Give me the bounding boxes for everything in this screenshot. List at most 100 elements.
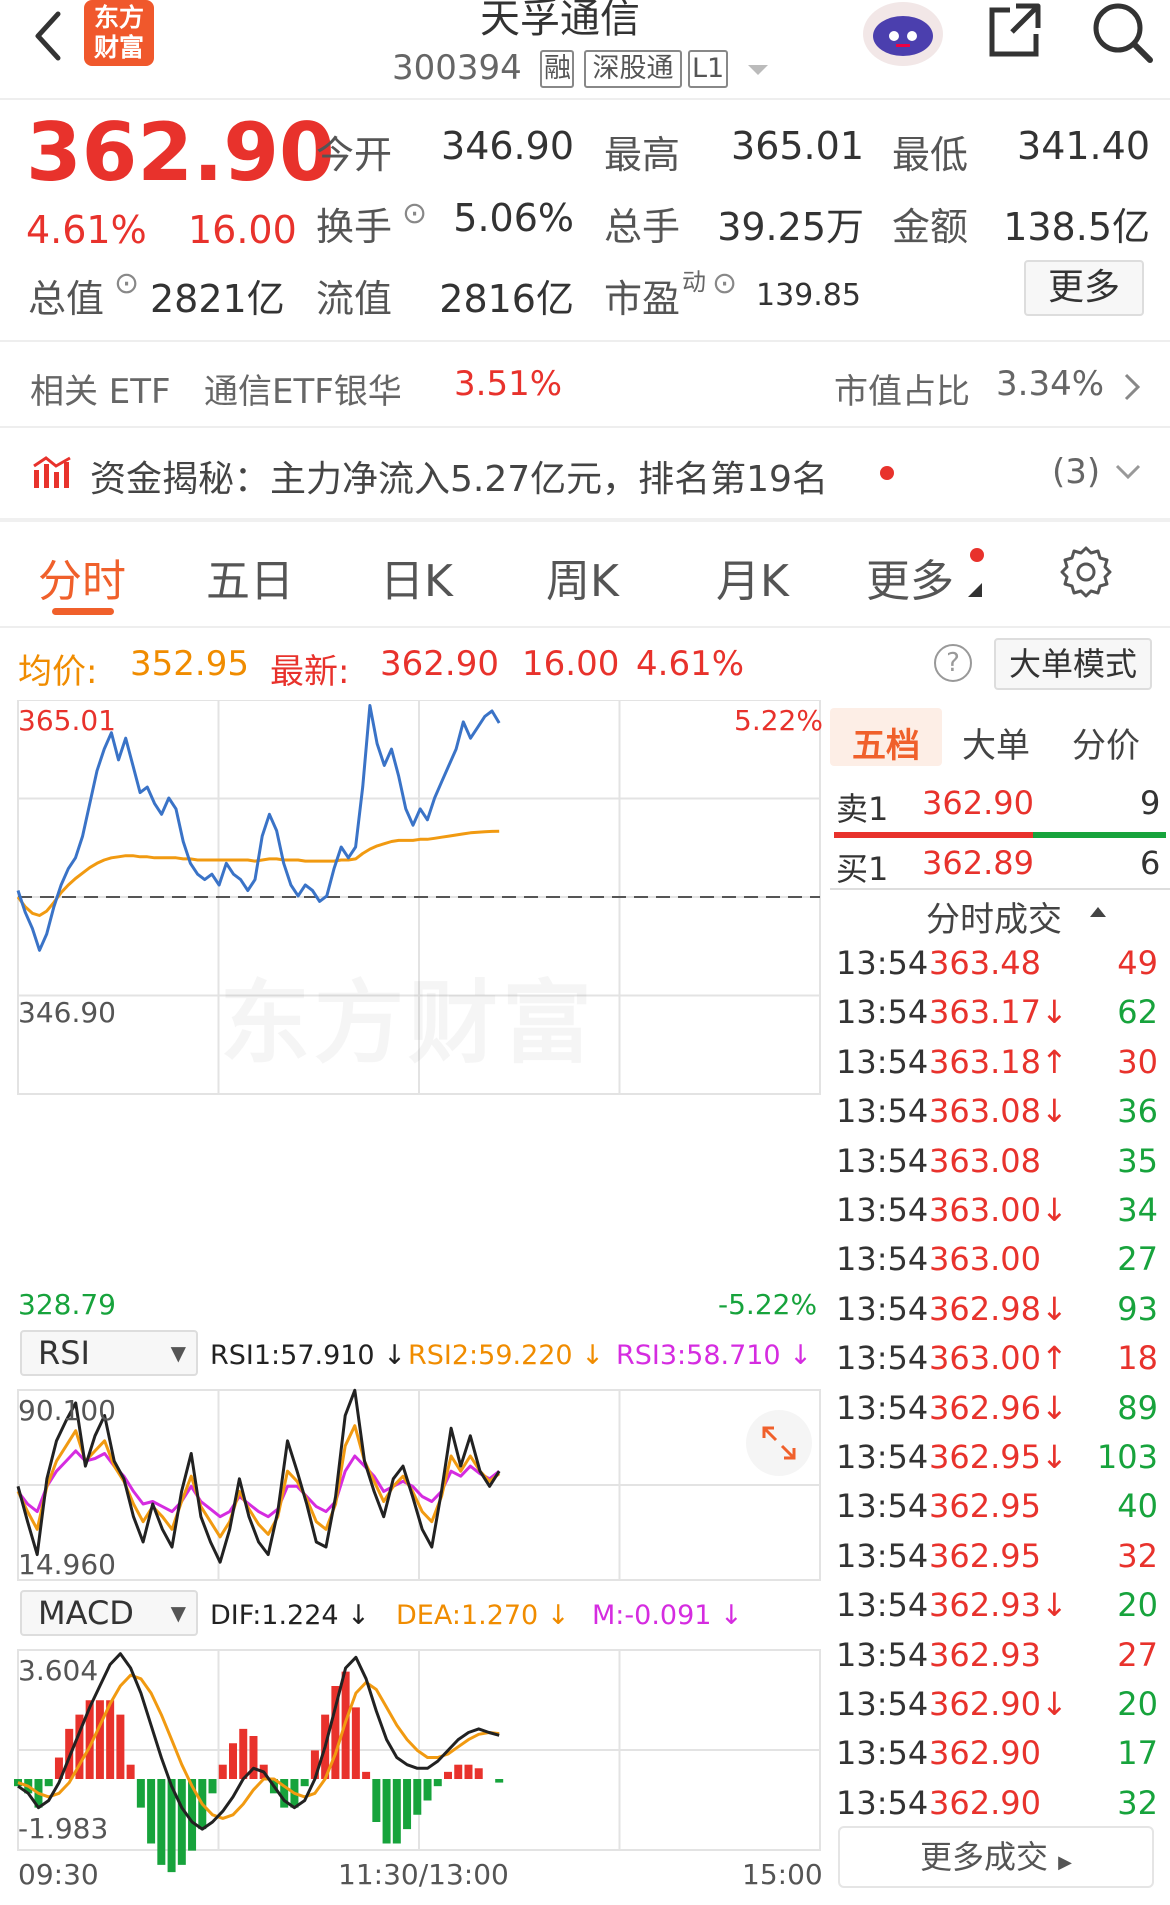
help-icon[interactable]: ? <box>934 644 972 682</box>
trade-time: 13:54 <box>836 1685 929 1723</box>
macd-max-label: 3.604 <box>18 1654 99 1687</box>
divider <box>0 340 1170 342</box>
latest-change: 16.00 <box>522 644 620 684</box>
change-pct: 4.61% <box>26 208 147 252</box>
trade-time: 13:54 <box>836 1438 929 1476</box>
open-value: 346.90 <box>441 124 574 168</box>
time-label-close: 15:00 <box>742 1858 823 1891</box>
more-trades-button[interactable]: 更多成交 ▶ <box>838 1826 1154 1888</box>
total-cap-value: 2821亿 <box>150 277 285 321</box>
trade-volume: 49 <box>1117 944 1158 982</box>
info-icon[interactable]: ⊙ <box>114 266 140 301</box>
robot-avatar-icon[interactable] <box>858 0 948 72</box>
pe-value: 139.85 <box>756 278 861 313</box>
trade-row: 13:54 363.17↓ 62 <box>836 993 1166 1042</box>
divider <box>830 888 1170 890</box>
trade-price: 362.96↓ <box>929 1388 1068 1427</box>
chevron-down-icon[interactable] <box>1114 462 1142 486</box>
dea-line <box>17 1673 500 1820</box>
trade-volume: 103 <box>1096 1438 1158 1476</box>
tab-intraday[interactable]: 分时 <box>38 556 126 607</box>
more-button[interactable]: 更多 <box>1024 260 1144 316</box>
trade-time: 13:54 <box>836 1092 929 1131</box>
trade-time: 13:54 <box>836 1783 929 1822</box>
bid-label: 买1 <box>836 850 889 888</box>
trade-time: 13:54 <box>836 993 929 1032</box>
trade-volume: 62 <box>1117 993 1158 1032</box>
amount-value: 138.5亿 <box>1003 205 1150 249</box>
dropdown-icon[interactable] <box>746 62 770 81</box>
trade-row: 13:54 362.98↓ 93 <box>836 1290 1166 1339</box>
macd-selector[interactable]: MACD ▼ <box>20 1590 198 1636</box>
app-logo: 东方 财富 <box>84 0 154 66</box>
trade-price: 362.95↓ <box>929 1438 1068 1476</box>
info-icon[interactable]: ⊙ <box>712 266 738 301</box>
trade-volume: 32 <box>1117 1536 1158 1575</box>
float-cap-value: 2816亿 <box>439 277 574 321</box>
tab-weekly-k[interactable]: 周K <box>546 556 619 607</box>
trade-volume: 93 <box>1117 1289 1158 1328</box>
tag-connect: 深股通 <box>584 50 682 88</box>
trade-row: 13:54 362.90↓ 20 <box>836 1685 1166 1734</box>
trade-volume: 27 <box>1117 1240 1158 1279</box>
back-icon[interactable] <box>28 8 68 64</box>
trade-time: 13:54 <box>836 1487 929 1526</box>
share-icon[interactable] <box>984 0 1044 60</box>
trade-price: 362.95 <box>929 1487 1041 1526</box>
rsi-max-label: 90.100 <box>18 1394 116 1427</box>
trade-time: 13:54 <box>836 1339 929 1378</box>
macd-min-label: -1.983 <box>18 1812 109 1845</box>
change-value: 16.00 <box>188 208 297 252</box>
intraday-charts[interactable] <box>0 699 830 1900</box>
trade-volume: 18 <box>1117 1339 1158 1378</box>
macd-selector-label: MACD <box>38 1594 134 1632</box>
logo-text-top: 东方 <box>93 3 144 32</box>
tab-monthly-k[interactable]: 月K <box>716 556 789 607</box>
chevron-right-icon[interactable] <box>1122 372 1142 406</box>
book-tab-level5[interactable]: 五档 <box>852 726 920 766</box>
tab-daily-k[interactable]: 日K <box>380 556 453 607</box>
book-tab-price-dist[interactable]: 分价 <box>1072 726 1140 766</box>
trade-volume: 36 <box>1117 1092 1158 1131</box>
chart-area[interactable] <box>0 699 830 1900</box>
book-tab-large-order[interactable]: 大单 <box>962 726 1030 766</box>
fund-flow-count: (3) <box>1052 452 1101 492</box>
trade-price: 362.90↓ <box>929 1685 1068 1723</box>
notification-dot <box>880 466 894 480</box>
trade-row: 13:54 363.00↓ 34 <box>836 1191 1166 1240</box>
ask-volume: 9 <box>1140 784 1161 822</box>
settings-gear-icon[interactable] <box>1060 546 1112 602</box>
rsi1-line <box>16 1388 501 1564</box>
bid-price: 362.89 <box>922 844 1034 882</box>
trade-volume: 17 <box>1117 1734 1158 1773</box>
rsi-min-label: 14.960 <box>18 1548 116 1581</box>
dea-value: DEA:1.270 ↓ <box>396 1600 570 1631</box>
price-line <box>16 704 501 952</box>
large-order-mode-button[interactable]: 大单模式 <box>994 638 1152 690</box>
trade-row: 13:54 362.95↓ 103 <box>836 1438 1166 1487</box>
fund-flow-text[interactable]: 资金揭秘：主力净流入5.27亿元，排名第19名 <box>90 459 828 500</box>
caret-right-icon: ▶ <box>1058 1852 1073 1873</box>
trade-volume: 35 <box>1117 1141 1158 1180</box>
trade-row: 13:54 363.08↓ 36 <box>836 1092 1166 1141</box>
high-label: 最高 <box>604 133 681 177</box>
ratio-bar <box>834 832 1166 838</box>
expand-icon[interactable] <box>746 1410 812 1476</box>
trade-price: 363.08↓ <box>929 1092 1068 1131</box>
trade-volume: 32 <box>1117 1783 1158 1822</box>
pe-superscript: 动 <box>682 268 706 296</box>
tab-five-day[interactable]: 五日 <box>206 556 294 607</box>
etf-name[interactable]: 通信ETF银华 <box>204 372 402 412</box>
pe-label: 市盈 <box>604 277 681 321</box>
latest-value: 362.90 <box>380 644 499 684</box>
trade-volume: 40 <box>1117 1487 1158 1526</box>
search-icon[interactable] <box>1090 0 1154 64</box>
tab-more[interactable]: 更多 <box>866 556 954 607</box>
low-label: 最低 <box>892 133 969 177</box>
trade-time: 13:54 <box>836 1536 929 1575</box>
rsi-selector[interactable]: RSI ▼ <box>20 1330 198 1376</box>
trade-price: 362.98↓ <box>929 1289 1068 1328</box>
info-icon[interactable]: ⊙ <box>402 196 428 231</box>
trade-row: 13:54 363.00 27 <box>836 1240 1166 1289</box>
